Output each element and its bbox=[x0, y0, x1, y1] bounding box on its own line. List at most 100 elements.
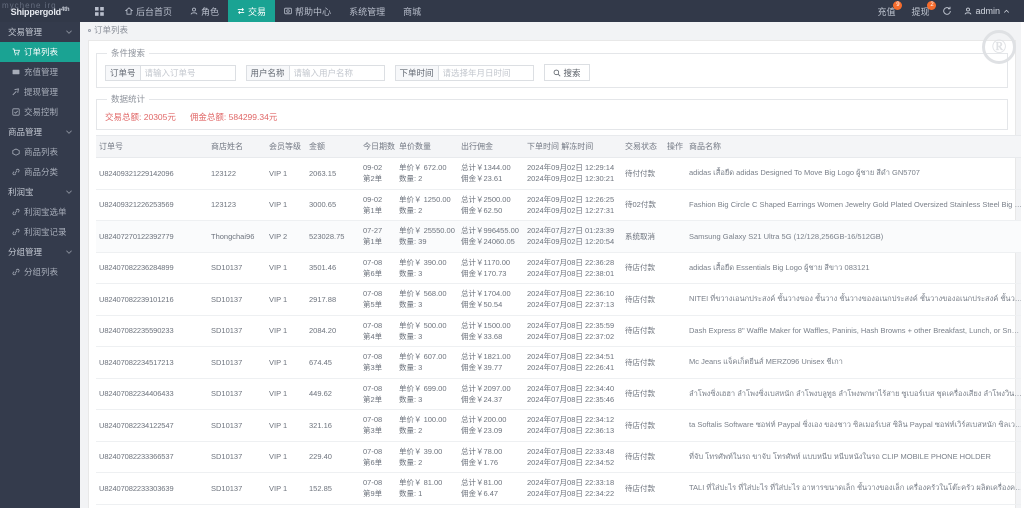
refresh-icon[interactable] bbox=[938, 0, 956, 22]
page-card: 条件搜索 订单号 用户名称 下单时间 搜索 bbox=[88, 40, 1024, 508]
search-panel-legend: 条件搜索 bbox=[111, 48, 146, 58]
sidebar-group-profit[interactable]: 利润宝 bbox=[0, 182, 80, 202]
help-icon bbox=[284, 7, 292, 15]
cell-action[interactable] bbox=[664, 472, 686, 505]
cell-order-no: U82407082239101216 bbox=[96, 283, 208, 316]
cell-store-name: SD10137 bbox=[208, 441, 266, 473]
table-row[interactable]: U82407082232466123SD10137VIP 1101.9507-0… bbox=[96, 504, 1024, 508]
table-row[interactable]: U82407082233303639 SD10137 VIP 1 152.85 07-0… bbox=[96, 472, 1024, 505]
sidebar-item-label: 订单列表 bbox=[24, 47, 59, 57]
cell-period: 07-08 第5单 bbox=[360, 283, 396, 316]
cell-order-no: U82407082235590233 bbox=[96, 315, 208, 347]
cell-times: 2024年07月08日 22:34:51 2024年07月08日 22:26:41 bbox=[524, 346, 622, 379]
cell-unit-qty: 单价￥ 1250.00 数量: 2 bbox=[396, 189, 458, 221]
cell-action[interactable] bbox=[664, 378, 686, 410]
sidebar-item-withdraw[interactable]: 提现管理 bbox=[0, 82, 80, 102]
cell-member-level: VIP 1 bbox=[266, 409, 306, 442]
cell-action[interactable] bbox=[664, 504, 686, 508]
table-row[interactable]: U82407082236284899 SD10137 VIP 1 3501.46 07-… bbox=[96, 252, 1024, 284]
nav-item-role[interactable]: 角色 bbox=[181, 0, 228, 22]
cell-member-level: VIP 1 bbox=[266, 157, 306, 190]
table-row[interactable]: U82407082233366537 SD10137 VIP 1 229.40 07-0… bbox=[96, 441, 1024, 473]
withdraw-button[interactable]: 提现 2 bbox=[904, 0, 937, 22]
cell-action[interactable] bbox=[664, 315, 686, 347]
sidebar-item-division-list[interactable]: 分组列表 bbox=[0, 262, 80, 282]
nav-item-home[interactable]: 后台首页 bbox=[116, 0, 181, 22]
cell-action[interactable] bbox=[664, 252, 686, 284]
cell-period: 07-08 第4单 bbox=[360, 315, 396, 347]
cell-action[interactable] bbox=[664, 283, 686, 316]
sidebar-item-order-list[interactable]: 订单列表 bbox=[0, 42, 80, 62]
sidebar-item-label: 充值管理 bbox=[24, 67, 59, 77]
cell-action[interactable] bbox=[664, 409, 686, 442]
sidebar-item-label: 商品分类 bbox=[24, 167, 59, 177]
cell-unit-qty: 单价￥ 39.00 数量: 2 bbox=[396, 441, 458, 473]
sidebar-group-division[interactable]: 分组管理 bbox=[0, 242, 80, 262]
cell-status: 待店付款 bbox=[622, 409, 664, 442]
sidebar-item-trade-control[interactable]: 交易控制 bbox=[0, 102, 80, 122]
table-row[interactable]: U82409321226253569 123123 VIP 1 3000.65 09-0… bbox=[96, 189, 1024, 221]
recharge-button[interactable]: 充值 9 bbox=[870, 0, 903, 22]
table-row[interactable]: U82407082234517213 SD10137 VIP 1 674.45 07-0… bbox=[96, 346, 1024, 379]
grid-icon[interactable] bbox=[88, 0, 110, 22]
sidebar-item-profit-record[interactable]: 利润宝记录 bbox=[0, 222, 80, 242]
app-logo[interactable]: mychene irg Shippergold4th bbox=[0, 0, 80, 22]
nav-item-label: 交易 bbox=[248, 6, 267, 17]
date-input[interactable] bbox=[437, 64, 534, 81]
table-row[interactable]: U82407082235590233 SD10137 VIP 1 2084.20 07-… bbox=[96, 315, 1024, 347]
cell-action[interactable] bbox=[664, 157, 686, 190]
stats-panel-legend: 数据统计 bbox=[111, 94, 146, 104]
sidebar-item-product-list[interactable]: 商品列表 bbox=[0, 142, 80, 162]
col-commission: 出行佣金 bbox=[458, 135, 524, 158]
cell-commission: 总计￥1170.00 佣金￥170.73 bbox=[458, 252, 524, 284]
control-icon bbox=[11, 108, 20, 116]
user-menu[interactable]: admin bbox=[958, 6, 1016, 16]
sidebar-item-label: 商品列表 bbox=[24, 147, 59, 157]
cell-times: 2024年07月08日 22:35:59 2024年07月08日 22:37:02 bbox=[524, 315, 622, 347]
cell-action[interactable] bbox=[664, 189, 686, 221]
table-row[interactable]: U82407082239101216 SD10137 VIP 1 2917.88 07-… bbox=[96, 283, 1024, 316]
cell-period: 07-27 第1单 bbox=[360, 220, 396, 253]
cell-member-level: VIP 1 bbox=[266, 315, 306, 347]
cell-period: 07-08 第2单 bbox=[360, 378, 396, 410]
nav-item-label: 商城 bbox=[403, 6, 422, 17]
cell-times: 2024年07月08日 22:33:48 2024年07月08日 22:34:52 bbox=[524, 441, 622, 473]
nav-item-trade[interactable]: 交易 bbox=[228, 0, 276, 22]
cell-action[interactable] bbox=[664, 441, 686, 473]
cell-period: 09-02 第1单 bbox=[360, 189, 396, 221]
sidebar-group-product[interactable]: 商品管理 bbox=[0, 122, 80, 142]
table-row[interactable]: U82407082234406433 SD10137 VIP 1 449.62 07-0… bbox=[96, 378, 1024, 410]
col-action: 操作 bbox=[664, 135, 686, 158]
nav-item-mall[interactable]: 商城 bbox=[394, 0, 430, 22]
table-row[interactable]: U82409321229142096 123122 VIP 1 2063.15 09-0… bbox=[96, 157, 1024, 190]
cell-times: 2024年07月08日 22:34:12 2024年07月08日 22:36:13 bbox=[524, 409, 622, 442]
cell-action[interactable] bbox=[664, 220, 686, 253]
cell-product-name: NITEI ที่ขวางเอนกประสงค์ ชั้นวางของ ชั้น… bbox=[686, 283, 1024, 316]
cell-amount: 3501.46 bbox=[306, 252, 360, 284]
nav-item-system[interactable]: 系统管理 bbox=[340, 0, 394, 22]
cell-status: 待02付款 bbox=[622, 189, 664, 221]
sidebar: 交易管理 订单列表 充值管理 提现管理 交易控制 商品管理 商品列表 商品分类 … bbox=[0, 22, 80, 508]
cell-product-name: Mc Jeans แจ็คเก็ตยีนส์ MERZ096 Unisex ชี… bbox=[686, 346, 1024, 379]
username-input[interactable] bbox=[288, 64, 385, 81]
col-status: 交易状态 bbox=[622, 135, 664, 158]
nav-item-help[interactable]: 帮助中心 bbox=[275, 0, 340, 22]
sidebar-item-recharge[interactable]: 充值管理 bbox=[0, 62, 80, 82]
sidebar-group-trade[interactable]: 交易管理 bbox=[0, 22, 80, 42]
cell-order-no: U82407082234517213 bbox=[96, 346, 208, 379]
link-icon bbox=[11, 208, 20, 216]
cell-action[interactable] bbox=[664, 346, 686, 379]
username-field: 用户名称 bbox=[245, 64, 385, 81]
cell-order-no: U82407082233366537 bbox=[96, 441, 208, 473]
table-row[interactable]: U82407270122392779 Thongchai96 VIP 2 523028… bbox=[96, 220, 1024, 253]
sidebar-item-label: 利润宝选单 bbox=[24, 207, 67, 217]
breadcrumb-label: 订单列表 bbox=[94, 25, 129, 35]
search-button[interactable]: 搜索 bbox=[543, 64, 590, 81]
home-icon bbox=[125, 7, 133, 15]
sidebar-item-product-category[interactable]: 商品分类 bbox=[0, 162, 80, 182]
logo-text: Shippergold4th bbox=[10, 7, 70, 17]
table-row[interactable]: U82407082234122547 SD10137 VIP 1 321.16 07-0… bbox=[96, 409, 1024, 442]
sidebar-item-profit-select[interactable]: 利润宝选单 bbox=[0, 202, 80, 222]
order-no-input[interactable] bbox=[139, 64, 236, 81]
stat-commission-total: 佣金总额: 584299.34元 bbox=[190, 111, 277, 123]
